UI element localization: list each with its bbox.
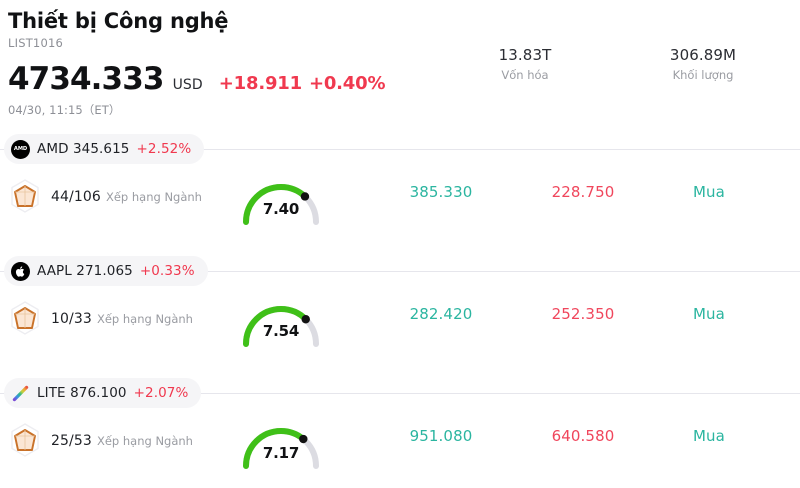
ticker-pill[interactable]: AMD AMD 345.615 +2.52%: [4, 134, 205, 164]
ticker-section: AAPL 271.065 +0.33% 10/33 Xếp hạng Ngành: [0, 256, 800, 378]
score-value: 7.54: [262, 322, 300, 340]
rank-hexagon-icon: [8, 178, 42, 214]
ticker-symbol-price: AAPL 271.065: [37, 263, 133, 279]
ticker-change-percent: +0.33%: [139, 263, 195, 279]
support-value: 228.750: [551, 183, 615, 201]
ticker-header-line: AMD AMD 345.615 +2.52%: [0, 134, 800, 164]
ticker-section: AMD AMD 345.615 +2.52% 44/106 Xếp hạn: [0, 134, 800, 256]
rating-value: Mua: [693, 305, 725, 323]
rating-metric[interactable]: Mua: [693, 304, 800, 327]
ticker-data-row: 44/106 Xếp hạng Ngành 7.40 385.330 228.7…: [0, 164, 800, 256]
ticker-header-line: LITE 876.100 +2.07%: [0, 378, 800, 408]
quote-timestamp: 04/30, 11:15（ET）: [8, 103, 121, 117]
change-absolute: +18.911: [218, 73, 302, 94]
stat-market-cap-label: Vốn hóa: [501, 68, 549, 82]
support-metric: 228.750: [505, 182, 661, 205]
header-stats: 13.83T Vốn hóa 306.89M Khối lượng: [470, 45, 800, 84]
support-metric: 640.580: [505, 426, 661, 449]
index-price: 4734.333: [8, 61, 164, 97]
score-gauge: 7.54: [238, 296, 324, 352]
index-change: +18.911 +0.40%: [219, 73, 386, 94]
score-value: 7.40: [262, 200, 300, 218]
support-metric: 252.350: [505, 304, 661, 327]
industry-rank-block[interactable]: 44/106 Xếp hạng Ngành: [8, 178, 202, 214]
rating-value: Mua: [693, 427, 725, 445]
score-gauge: 7.40: [238, 174, 324, 230]
ticker-change-percent: +2.07%: [133, 385, 189, 401]
quote-summary: 4734.333 USD +18.911 +0.40%: [8, 61, 800, 97]
rank-text: 10/33 Xếp hạng Ngành: [51, 308, 193, 328]
currency-label: USD: [172, 77, 203, 93]
stat-volume: 306.89M Khối lượng: [648, 45, 758, 84]
ticker-header-line: AAPL 271.065 +0.33%: [0, 256, 800, 286]
amd-logo-icon: AMD: [11, 139, 30, 159]
rank-label: Xếp hạng Ngành: [105, 190, 202, 204]
support-value: 252.350: [551, 305, 615, 323]
change-percent: +0.40%: [308, 73, 386, 94]
ticker-pill[interactable]: LITE 876.100 +2.07%: [4, 378, 202, 408]
rank-value: 44/106: [51, 189, 101, 205]
resistance-metric: 282.420: [360, 304, 522, 327]
score-gauge: 7.17: [238, 418, 324, 474]
resistance-metric: 951.080: [360, 426, 522, 449]
ticker-change-percent: +2.52%: [136, 141, 192, 157]
rating-metric[interactable]: Mua: [693, 182, 800, 205]
rank-hexagon-icon: [8, 422, 42, 458]
rank-label: Xếp hạng Ngành: [96, 434, 193, 448]
apple-logo-icon: [11, 261, 30, 281]
ticker-symbol-price: LITE 876.100: [37, 385, 127, 401]
rating-metric[interactable]: Mua: [693, 426, 800, 449]
lite-logo-icon: [11, 384, 30, 403]
section-divider: [0, 271, 800, 272]
list-code: LIST1016: [8, 36, 63, 50]
ticker-pill[interactable]: AAPL 271.065 +0.33%: [4, 256, 208, 286]
rating-value: Mua: [693, 183, 725, 201]
industry-rank-block[interactable]: 10/33 Xếp hạng Ngành: [8, 300, 193, 336]
rank-text: 44/106 Xếp hạng Ngành: [51, 186, 202, 206]
resistance-value: 951.080: [409, 427, 473, 445]
rank-text: 25/53 Xếp hạng Ngành: [51, 430, 193, 450]
ticker-section: LITE 876.100 +2.07% 25/53 Xếp hạng Ngành: [0, 378, 800, 488]
rank-hexagon-icon: [8, 300, 42, 336]
ticker-data-row: 10/33 Xếp hạng Ngành 7.54 282.420 252.35…: [0, 286, 800, 378]
section-divider: [0, 393, 800, 394]
support-value: 640.580: [551, 427, 615, 445]
resistance-metric: 385.330: [360, 182, 522, 205]
industry-rank-block[interactable]: 25/53 Xếp hạng Ngành: [8, 422, 193, 458]
stat-volume-value: 306.89M: [669, 46, 737, 64]
rank-label: Xếp hạng Ngành: [96, 312, 193, 326]
rank-value: 10/33: [51, 311, 92, 327]
stat-market-cap-value: 13.83T: [498, 46, 552, 64]
stat-market-cap: 13.83T Vốn hóa: [470, 45, 580, 84]
section-divider: [0, 149, 800, 150]
ticker-data-row: 25/53 Xếp hạng Ngành 7.17 951.080 640.58…: [0, 408, 800, 488]
stat-volume-label: Khối lượng: [672, 68, 734, 82]
resistance-value: 282.420: [409, 305, 473, 323]
list-header: Thiết bị Công nghệ LIST1016 4734.333 USD…: [0, 0, 800, 118]
ticker-sections: AMD AMD 345.615 +2.52% 44/106 Xếp hạn: [0, 134, 800, 488]
ticker-symbol-price: AMD 345.615: [37, 141, 130, 157]
page-title: Thiết bị Công nghệ: [8, 9, 229, 33]
rank-value: 25/53: [51, 433, 92, 449]
score-value: 7.17: [262, 444, 300, 462]
resistance-value: 385.330: [409, 183, 473, 201]
